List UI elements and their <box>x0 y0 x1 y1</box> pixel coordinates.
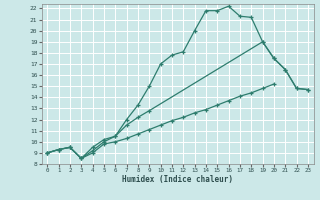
X-axis label: Humidex (Indice chaleur): Humidex (Indice chaleur) <box>122 175 233 184</box>
